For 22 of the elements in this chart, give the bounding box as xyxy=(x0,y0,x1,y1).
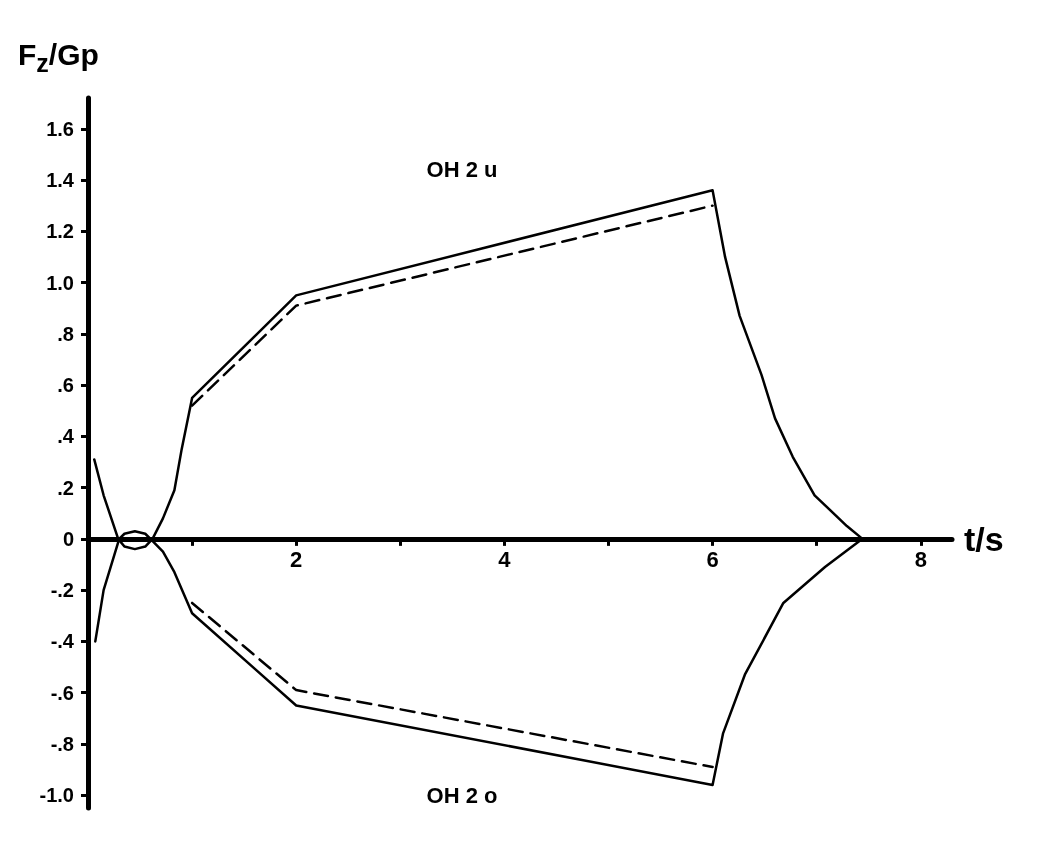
x-tick-label: 2 xyxy=(290,547,303,573)
y-tick-label: -.4 xyxy=(50,630,75,653)
x-tick-label: 6 xyxy=(706,547,719,573)
x-tick-label: 4 xyxy=(498,547,512,573)
y-tick-label: -.8 xyxy=(50,732,74,755)
y-tick-label: .4 xyxy=(57,425,75,448)
y-tick-label: -.2 xyxy=(50,579,74,602)
y-tick-label: .8 xyxy=(57,322,74,345)
y-tick-label: 1.0 xyxy=(46,271,74,294)
x-axis-title: t/s xyxy=(964,519,1004,558)
series-label: OH 2 o xyxy=(426,782,498,808)
y-tick-label: 1.6 xyxy=(46,117,74,140)
y-tick-label: .6 xyxy=(57,374,74,397)
y-tick-label: 0 xyxy=(62,527,74,550)
y-tick-label: .2 xyxy=(57,476,74,499)
y-tick-label: -.6 xyxy=(50,681,74,704)
y-tick-label: 1.4 xyxy=(46,169,75,192)
y-tick-label: -1.0 xyxy=(39,784,74,807)
y-tick-label: 1.2 xyxy=(46,220,74,243)
y-axis-title: F$_{z}$/Gp xyxy=(18,38,99,78)
text: OH 2 u xyxy=(426,156,498,182)
x-tick-label: 8 xyxy=(914,547,927,573)
